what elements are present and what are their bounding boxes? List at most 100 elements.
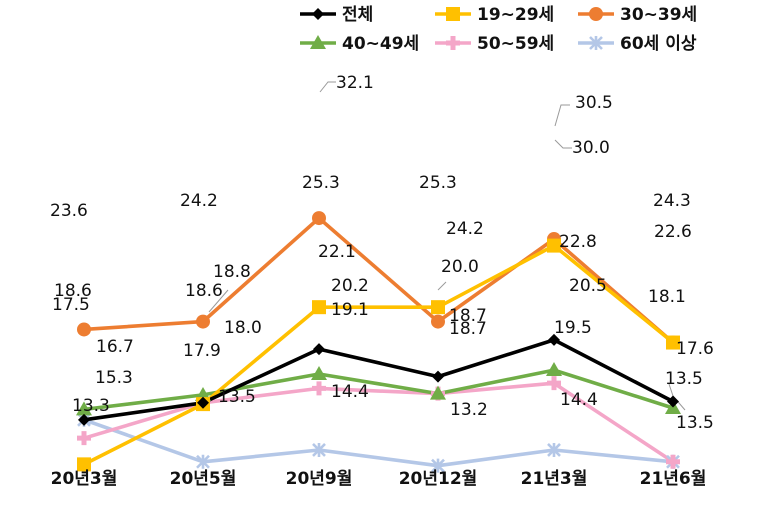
series-0-point-5	[667, 395, 679, 408]
data-label-9: 25.3	[302, 173, 340, 193]
x-tick-label-1: 20년5월	[170, 469, 237, 489]
series-0-point-3	[432, 370, 444, 383]
series-4-point-0	[77, 431, 91, 446]
label-leader-lines	[208, 81, 686, 411]
data-label-34: 14.4	[560, 390, 598, 410]
series-1-point-3	[431, 300, 445, 315]
legend-label-3: 40~49세	[342, 34, 419, 54]
leader-line-0	[208, 289, 229, 313]
data-label-28: 18.7	[449, 306, 487, 326]
data-label-7: 13.3	[72, 396, 110, 416]
legend-item-0: 전체	[300, 5, 373, 25]
legend-marker-3	[310, 35, 326, 49]
legend-marker-5	[589, 36, 603, 50]
series-4-point-2	[312, 381, 326, 396]
data-label-21: 20.2	[331, 276, 369, 296]
series-5-point-3	[431, 458, 445, 473]
leader-line-2	[437, 281, 447, 291]
series-4-point-4	[547, 376, 561, 391]
x-tick-label-0: 20년3월	[51, 469, 118, 489]
legend-item-3: 40~49세	[300, 34, 419, 54]
legend: 전체 19~29세 30~39세 40~49세 50~59세 60세 이상	[300, 5, 697, 54]
series-2-point-1	[196, 314, 210, 329]
legend-item-1: 19~29세	[435, 5, 554, 25]
series-3-point-0	[76, 401, 92, 416]
legend-marker-1	[446, 7, 460, 21]
x-tick-label-5: 21년6월	[640, 469, 707, 489]
legend-item-2: 30~39세	[578, 5, 697, 25]
data-label-13: 23.6	[50, 201, 88, 221]
series-5-point-4	[547, 442, 561, 457]
data-label-29: 19.5	[554, 318, 592, 338]
data-label-30: 13.5	[665, 369, 703, 389]
x-axis-ticks: 20년3월 20년5월 20년9월 20년12월 21년3월 21년6월	[51, 469, 707, 489]
data-label-31: 13.5	[218, 387, 256, 407]
data-label-23: 20.5	[569, 276, 607, 296]
legend-marker-4	[446, 36, 460, 50]
leader-line-4	[554, 139, 572, 149]
series-1-point-4	[547, 238, 561, 253]
data-label-20: 18.6	[185, 281, 223, 301]
legend-label-0: 전체	[342, 5, 373, 25]
series-1-point-5	[666, 335, 680, 350]
series-3-point-3	[430, 385, 446, 400]
data-label-3: 22.1	[318, 242, 356, 262]
data-label-4: 20.0	[441, 257, 479, 277]
series-line-3	[83, 368, 674, 412]
data-label-24: 17.6	[676, 339, 714, 359]
legend-item-4: 50~59세	[435, 34, 554, 54]
series-3-point-2	[311, 365, 327, 380]
data-label-25: 15.3	[95, 368, 133, 388]
series-0-point-1	[197, 396, 209, 409]
data-label-14: 24.2	[180, 191, 218, 211]
series-0-point-4	[548, 333, 560, 346]
data-label-12: 24.3	[653, 191, 691, 211]
series-line-4	[83, 381, 674, 464]
data-label-10: 25.3	[419, 173, 457, 193]
series-line-2	[83, 216, 675, 344]
data-label-15: 32.1	[336, 73, 374, 93]
series-markers	[76, 211, 681, 473]
series-0-point-2	[313, 343, 325, 356]
data-label-16: 24.2	[446, 219, 484, 239]
legend-marker-2	[589, 7, 603, 21]
series-3-point-4	[546, 362, 562, 377]
x-tick-label-3: 20년12월	[399, 469, 478, 489]
data-label-32: 14.4	[331, 382, 369, 402]
legend-label-2: 30~39세	[620, 5, 697, 25]
data-label-1: 16.7	[96, 337, 134, 357]
series-2-point-2	[312, 211, 326, 226]
data-labels: 18.6 16.7 18.8 22.1 20.0 22.8 18.1 13.3 17.9 25.3…	[50, 73, 714, 433]
data-label-19: 17.5	[52, 295, 90, 315]
data-label-0: 18.6	[54, 281, 92, 301]
x-tick-label-2: 20년9월	[286, 469, 353, 489]
series-1-point-2	[312, 300, 326, 315]
data-label-6: 18.1	[648, 287, 686, 307]
x-tick-label-4: 21년3월	[521, 469, 588, 489]
series-lines	[83, 216, 675, 468]
data-label-18: 22.6	[654, 222, 692, 242]
series-line-1	[83, 243, 675, 467]
legend-label-5: 60세 이상	[620, 34, 697, 54]
data-label-11: 30.0	[572, 138, 610, 158]
legend-marker-0	[312, 8, 324, 20]
series-1-point-0	[77, 457, 91, 472]
series-line-0	[83, 338, 674, 422]
legend-item-5: 60세 이상	[578, 34, 697, 54]
data-label-8: 17.9	[183, 341, 221, 361]
data-label-22: 18.7	[449, 319, 487, 339]
data-label-17: 30.5	[575, 93, 613, 113]
series-4-point-5	[666, 454, 680, 469]
series-line-5	[83, 418, 674, 468]
legend-label-4: 50~59세	[477, 34, 554, 54]
data-label-2: 18.8	[213, 262, 251, 282]
data-label-27: 19.1	[331, 300, 369, 320]
data-label-26: 18.0	[224, 318, 262, 338]
leader-line-1	[319, 81, 336, 93]
leader-line-3	[554, 104, 570, 127]
series-5-point-1	[196, 454, 210, 469]
series-2-point-3	[431, 314, 445, 329]
data-label-5: 22.8	[559, 232, 597, 252]
legend-label-1: 19~29세	[477, 5, 554, 25]
